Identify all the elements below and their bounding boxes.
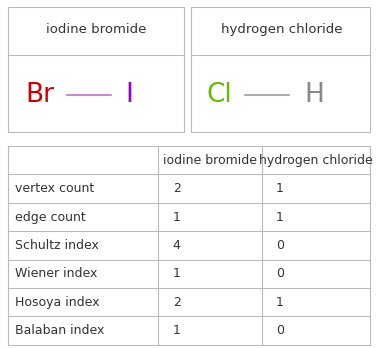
Text: 1: 1 — [276, 182, 284, 195]
Text: iodine bromide: iodine bromide — [46, 23, 146, 36]
Text: Hosoya index: Hosoya index — [15, 295, 99, 309]
Text: 2: 2 — [173, 182, 181, 195]
Text: hydrogen chloride: hydrogen chloride — [259, 154, 373, 167]
Text: 1: 1 — [276, 295, 284, 309]
Text: edge count: edge count — [15, 211, 85, 223]
Bar — [191, 7, 370, 132]
Text: 2: 2 — [173, 295, 181, 309]
Text: 1: 1 — [276, 211, 284, 223]
Text: 1: 1 — [173, 211, 181, 223]
Text: 1: 1 — [173, 267, 181, 280]
Text: 0: 0 — [276, 239, 284, 252]
Text: Br: Br — [26, 82, 55, 108]
Text: H: H — [304, 82, 324, 108]
Text: Wiener index: Wiener index — [15, 267, 97, 280]
Text: I: I — [125, 82, 133, 108]
Text: 0: 0 — [276, 324, 284, 337]
Text: 1: 1 — [173, 324, 181, 337]
Text: vertex count: vertex count — [15, 182, 94, 195]
Text: iodine bromide: iodine bromide — [163, 154, 257, 167]
Text: Cl: Cl — [207, 82, 233, 108]
Text: Balaban index: Balaban index — [15, 324, 104, 337]
Text: 0: 0 — [276, 267, 284, 280]
Text: 4: 4 — [173, 239, 181, 252]
Text: Schultz index: Schultz index — [15, 239, 99, 252]
Bar — [8, 7, 184, 132]
Text: hydrogen chloride: hydrogen chloride — [221, 23, 342, 36]
